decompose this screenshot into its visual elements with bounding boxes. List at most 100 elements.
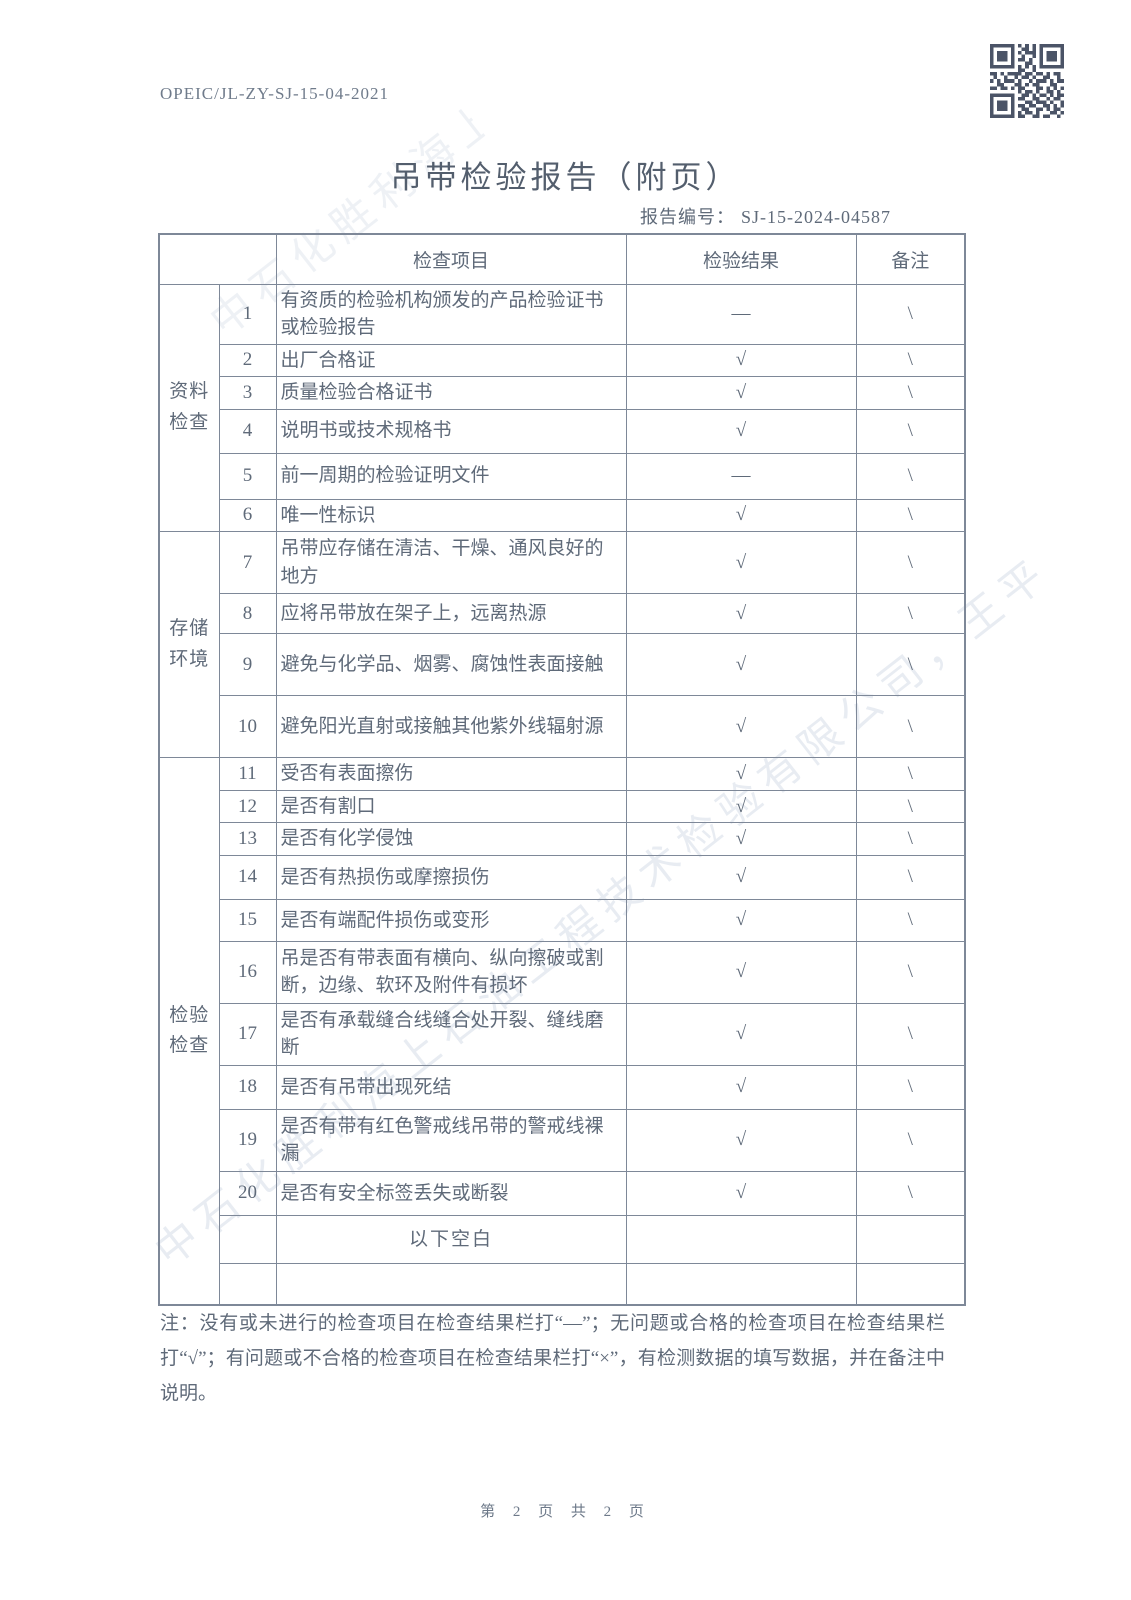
result-cell: √ [625, 822, 857, 856]
result-cell [625, 1214, 857, 1264]
result-cell: √ [625, 1064, 857, 1110]
blank-below-label: 以下空白 [275, 1214, 627, 1264]
row-number: 3 [218, 376, 277, 410]
table-row: 检验检查 11 受否有表面擦伤 √ \ [158, 757, 966, 1306]
item-cell: 是否有割口 [275, 789, 627, 824]
remark-cell: \ [855, 343, 966, 378]
table-row: 13 是否有化学侵蚀 √ \ [159, 822, 966, 856]
remark-cell: \ [855, 854, 966, 900]
row-number: 18 [218, 1064, 277, 1110]
result-cell: √ [625, 898, 857, 942]
result-cell: √ [625, 1108, 857, 1172]
row-number: 10 [218, 695, 277, 759]
table-row: 10 避免阳光直射或接触其他紫外线辐射源 √ \ [159, 695, 966, 759]
remark-cell: \ [855, 789, 966, 824]
remark-cell [855, 1214, 966, 1264]
row-number: 17 [218, 1002, 277, 1066]
table-row: 9 避免与化学品、烟雾、腐蚀性表面接触 √ \ [159, 633, 966, 697]
table-row: 15 是否有端配件损伤或变形 √ \ [159, 898, 966, 942]
result-cell: √ [625, 343, 857, 378]
result-cell: √ [625, 593, 857, 635]
item-cell: 是否有化学侵蚀 [275, 822, 627, 856]
row-number: 11 [218, 757, 277, 791]
item-cell: 应将吊带放在架子上，远离热源 [275, 593, 627, 635]
item-cell: 有资质的检验机构颁发的产品检验证书或检验报告 [275, 283, 627, 345]
report-number: 报告编号： SJ-15-2024-04587 [640, 203, 891, 229]
table-row: 20 是否有安全标签丢失或断裂 √ \ [159, 1170, 966, 1216]
remark-cell: \ [855, 822, 966, 856]
table-row: 18 是否有吊带出现死结 √ \ [159, 1064, 966, 1110]
footnote: 注：没有或未进行的检查项目在检查结果栏打“—”；无问题或合格的检查项目在检查结果… [160, 1313, 945, 1405]
result-cell: √ [625, 376, 857, 410]
result-cell: — [625, 283, 857, 345]
remark-cell: \ [855, 452, 966, 500]
item-cell: 是否有端配件损伤或变形 [275, 898, 627, 942]
header-empty-cell [158, 233, 277, 285]
item-cell: 受否有表面擦伤 [275, 757, 627, 791]
row-number: 6 [218, 498, 277, 533]
remark-cell: \ [855, 531, 966, 595]
remark-cell: \ [855, 940, 966, 1004]
remark-cell: \ [855, 1108, 966, 1172]
remark-cell [855, 1262, 966, 1306]
item-cell: 吊是否有带表面有横向、纵向擦破或割断，边缘、软环及附件有损坏 [275, 940, 627, 1004]
item-cell: 说明书或技术规格书 [275, 408, 627, 454]
table-row: 14 是否有热损伤或摩擦损伤 √ \ [159, 854, 966, 900]
table-header-row: 检查项目 检验结果 备注 [158, 233, 966, 285]
remark-cell: \ [855, 898, 966, 942]
item-cell: 质量检验合格证书 [275, 376, 627, 410]
item-cell: 是否有带有红色警戒线吊带的警戒线裸漏 [275, 1108, 627, 1172]
table-row: 17 是否有承载缝合线缝合处开裂、缝线磨断 √ \ [159, 1002, 966, 1066]
table-row: 4 说明书或技术规格书 √ \ [159, 408, 966, 454]
item-cell: 是否有热损伤或摩擦损伤 [275, 854, 627, 900]
qr-code [990, 44, 1064, 118]
table-row-empty [159, 1262, 966, 1306]
remark-cell: \ [855, 695, 966, 759]
item-cell: 避免与化学品、烟雾、腐蚀性表面接触 [275, 633, 627, 697]
table-row: 5 前一周期的检验证明文件 — \ [159, 452, 966, 500]
result-cell: √ [625, 1002, 857, 1066]
result-cell: √ [625, 1170, 857, 1216]
report-number-value: SJ-15-2024-04587 [741, 207, 891, 227]
result-cell: √ [625, 940, 857, 1004]
item-cell: 唯一性标识 [275, 498, 627, 533]
table-row: 6 唯一性标识 √ \ [159, 498, 966, 533]
remark-cell: \ [855, 1170, 966, 1216]
item-cell: 是否有安全标签丢失或断裂 [275, 1170, 627, 1216]
item-cell: 避免阳光直射或接触其他紫外线辐射源 [275, 695, 627, 759]
category-cell-documents: 资料检查 [158, 283, 220, 533]
category-cell-inspection: 检验检查 [158, 757, 220, 1306]
row-number: 13 [218, 822, 277, 856]
inspection-table: 检查项目 检验结果 备注 资料检查 1 有资质的检验机构颁发的产品检验证书或检验… [158, 233, 966, 1307]
row-number: 15 [218, 898, 277, 942]
row-number: 7 [218, 531, 277, 595]
table-row: 存储环境 7 吊带应存储在清洁、干燥、通风良好的地方 √ \ [158, 531, 966, 759]
row-number: 9 [218, 633, 277, 697]
row-number: 14 [218, 854, 277, 900]
result-cell: √ [625, 531, 857, 595]
row-number [218, 1214, 277, 1264]
row-number: 2 [218, 343, 277, 378]
page-number: 第 2 页 共 2 页 [480, 1504, 651, 1520]
remark-cell: \ [855, 593, 966, 635]
table-row: 16 吊是否有带表面有横向、纵向擦破或割断，边缘、软环及附件有损坏 √ \ [159, 940, 966, 1004]
item-cell: 出厂合格证 [275, 343, 627, 378]
report-number-label: 报告编号： [640, 207, 735, 227]
remark-cell: \ [855, 498, 966, 533]
result-cell: √ [625, 498, 857, 533]
item-cell: 吊带应存储在清洁、干燥、通风良好的地方 [275, 531, 627, 595]
header-remark: 备注 [855, 233, 966, 285]
row-number: 1 [218, 283, 277, 345]
result-cell: √ [625, 757, 857, 791]
row-number: 20 [218, 1170, 277, 1216]
remark-cell: \ [855, 757, 966, 791]
result-cell: √ [625, 789, 857, 824]
row-number: 5 [218, 452, 277, 500]
row-number: 19 [218, 1108, 277, 1172]
header-item: 检查项目 [275, 233, 627, 285]
item-cell: 前一周期的检验证明文件 [275, 452, 627, 500]
result-cell: — [625, 452, 857, 500]
result-cell: √ [625, 854, 857, 900]
remark-cell: \ [855, 1002, 966, 1066]
